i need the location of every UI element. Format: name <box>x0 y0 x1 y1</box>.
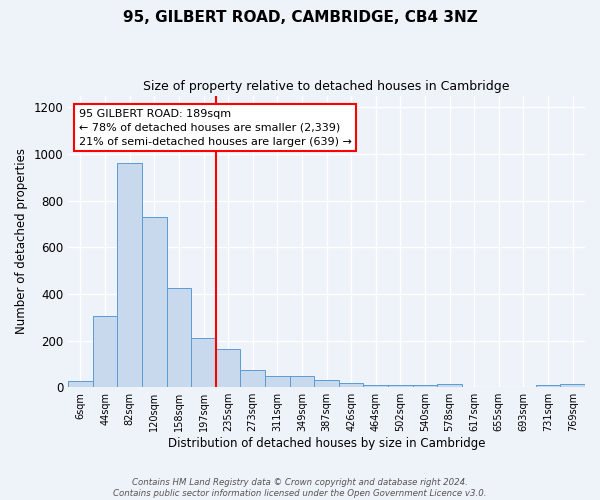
Bar <box>560 384 585 387</box>
Bar <box>437 384 462 387</box>
Text: Contains HM Land Registry data © Crown copyright and database right 2024.
Contai: Contains HM Land Registry data © Crown c… <box>113 478 487 498</box>
Bar <box>364 385 388 387</box>
Bar <box>118 163 142 387</box>
Bar <box>388 385 413 387</box>
Bar <box>167 288 191 387</box>
Text: 95 GILBERT ROAD: 189sqm
← 78% of detached houses are smaller (2,339)
21% of semi: 95 GILBERT ROAD: 189sqm ← 78% of detache… <box>79 108 352 146</box>
Bar <box>93 316 118 387</box>
Bar <box>413 385 437 387</box>
Bar <box>68 382 93 387</box>
Bar <box>142 217 167 387</box>
Bar <box>314 380 339 387</box>
Bar <box>290 376 314 387</box>
Bar <box>216 348 241 387</box>
Bar <box>536 385 560 387</box>
Y-axis label: Number of detached properties: Number of detached properties <box>15 148 28 334</box>
Bar <box>191 338 216 387</box>
Bar <box>339 382 364 387</box>
Bar <box>265 376 290 387</box>
Title: Size of property relative to detached houses in Cambridge: Size of property relative to detached ho… <box>143 80 510 93</box>
Bar <box>241 370 265 387</box>
X-axis label: Distribution of detached houses by size in Cambridge: Distribution of detached houses by size … <box>168 437 485 450</box>
Text: 95, GILBERT ROAD, CAMBRIDGE, CB4 3NZ: 95, GILBERT ROAD, CAMBRIDGE, CB4 3NZ <box>122 10 478 25</box>
